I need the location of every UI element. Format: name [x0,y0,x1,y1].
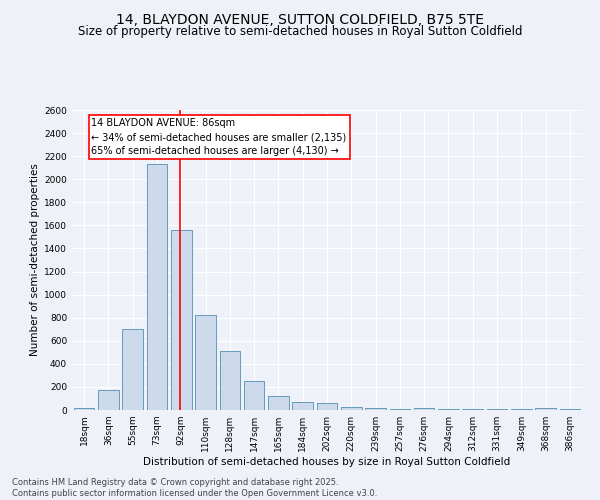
Bar [365,408,386,410]
Bar [146,164,167,410]
Bar [98,390,119,410]
Text: Size of property relative to semi-detached houses in Royal Sutton Coldfield: Size of property relative to semi-detach… [78,25,522,38]
Y-axis label: Number of semi-detached properties: Number of semi-detached properties [30,164,40,356]
Text: Contains HM Land Registry data © Crown copyright and database right 2025.
Contai: Contains HM Land Registry data © Crown c… [12,478,377,498]
Bar [220,351,240,410]
Text: 14 BLAYDON AVENUE: 86sqm
← 34% of semi-detached houses are smaller (2,135)
65% o: 14 BLAYDON AVENUE: 86sqm ← 34% of semi-d… [91,118,347,156]
Bar [341,406,362,410]
Bar [317,402,337,410]
Bar [535,408,556,410]
Text: 14, BLAYDON AVENUE, SUTTON COLDFIELD, B75 5TE: 14, BLAYDON AVENUE, SUTTON COLDFIELD, B7… [116,12,484,26]
Bar [268,396,289,410]
Bar [122,329,143,410]
Bar [195,315,216,410]
Bar [74,408,94,410]
Bar [171,230,191,410]
Bar [244,381,265,410]
X-axis label: Distribution of semi-detached houses by size in Royal Sutton Coldfield: Distribution of semi-detached houses by … [143,457,511,467]
Bar [292,402,313,410]
Bar [414,408,434,410]
